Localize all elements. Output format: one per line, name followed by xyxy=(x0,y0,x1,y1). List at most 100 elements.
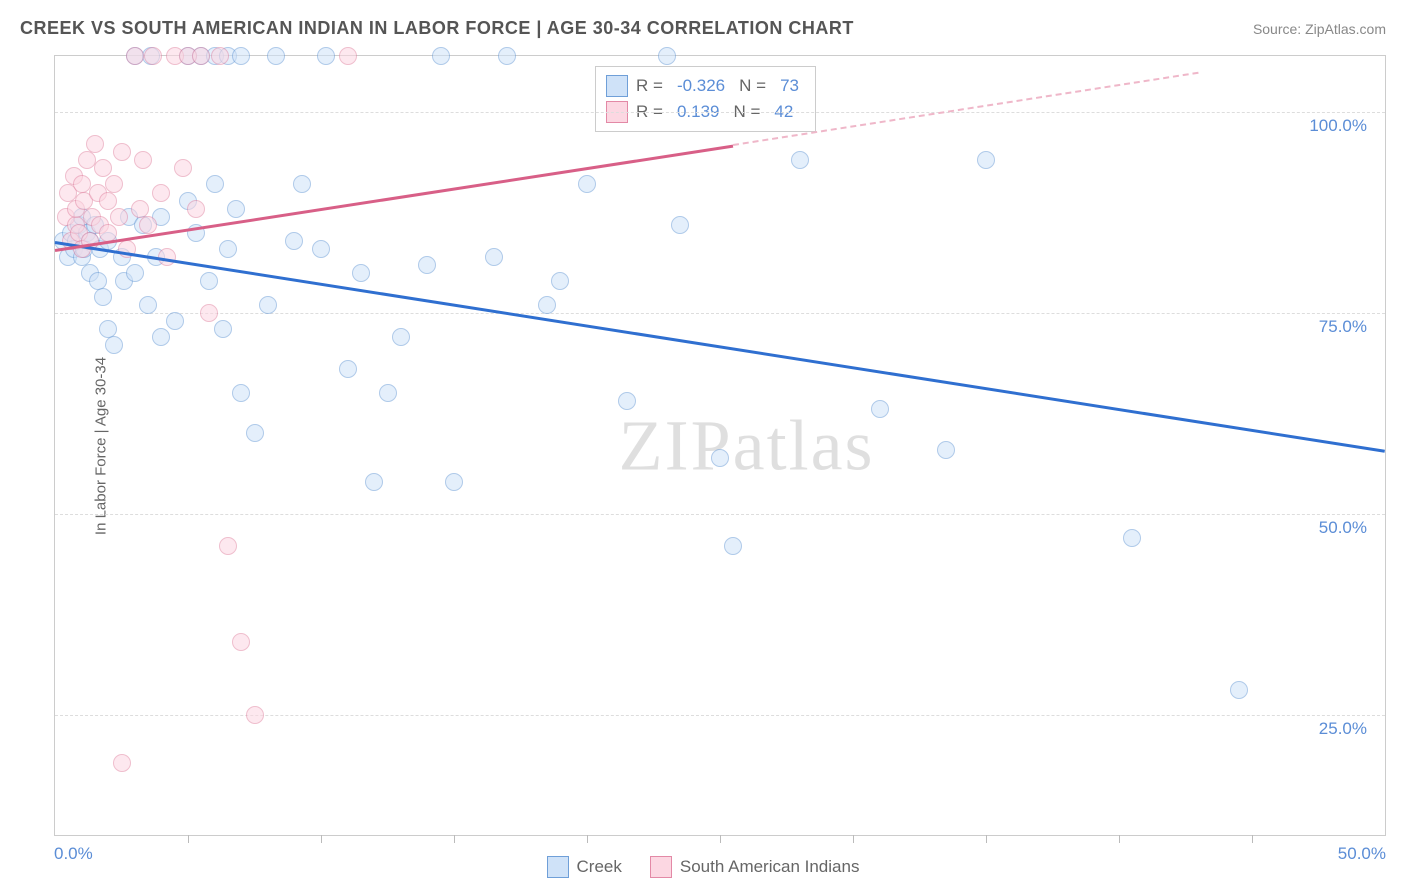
data-point xyxy=(246,706,264,724)
x-tick xyxy=(1252,835,1253,843)
x-tick xyxy=(853,835,854,843)
data-point xyxy=(219,537,237,555)
data-point xyxy=(937,441,955,459)
chart-area: ZIPatlas R =-0.326N =73R =0.139N =42 25.… xyxy=(54,55,1386,836)
trend-line xyxy=(55,241,1385,453)
data-point xyxy=(86,135,104,153)
x-tick xyxy=(1119,835,1120,843)
gridline xyxy=(55,112,1385,113)
data-point xyxy=(312,240,330,258)
legend-swatch xyxy=(606,75,628,97)
x-tick xyxy=(986,835,987,843)
data-point xyxy=(538,296,556,314)
data-point xyxy=(432,47,450,65)
y-tick-label: 25.0% xyxy=(1319,719,1367,739)
data-point xyxy=(94,288,112,306)
data-point xyxy=(113,754,131,772)
data-point xyxy=(187,200,205,218)
data-point xyxy=(232,633,250,651)
legend-swatch xyxy=(547,856,569,878)
data-point xyxy=(139,216,157,234)
data-point xyxy=(485,248,503,266)
legend-label: Creek xyxy=(577,857,622,877)
source-attribution: Source: ZipAtlas.com xyxy=(1253,21,1386,37)
gridline xyxy=(55,313,1385,314)
data-point xyxy=(134,151,152,169)
data-point xyxy=(724,537,742,555)
y-tick-label: 100.0% xyxy=(1309,116,1367,136)
data-point xyxy=(711,449,729,467)
data-point xyxy=(1230,681,1248,699)
data-point xyxy=(392,328,410,346)
legend-stats-box: R =-0.326N =73R =0.139N =42 xyxy=(595,66,816,132)
data-point xyxy=(365,473,383,491)
data-point xyxy=(152,184,170,202)
y-tick-label: 50.0% xyxy=(1319,518,1367,538)
data-point xyxy=(267,47,285,65)
data-point xyxy=(551,272,569,290)
data-point xyxy=(126,264,144,282)
x-tick xyxy=(454,835,455,843)
data-point xyxy=(791,151,809,169)
data-point xyxy=(445,473,463,491)
x-tick xyxy=(720,835,721,843)
chart-header: CREEK VS SOUTH AMERICAN INDIAN IN LABOR … xyxy=(20,18,1386,39)
data-point xyxy=(206,175,224,193)
data-point xyxy=(105,336,123,354)
data-point xyxy=(105,175,123,193)
data-point xyxy=(200,304,218,322)
n-value: 73 xyxy=(780,76,799,96)
data-point xyxy=(671,216,689,234)
data-point xyxy=(110,208,128,226)
data-point xyxy=(418,256,436,274)
legend-swatch xyxy=(650,856,672,878)
data-point xyxy=(339,47,357,65)
data-point xyxy=(219,240,237,258)
data-point xyxy=(200,272,218,290)
data-point xyxy=(658,47,676,65)
data-point xyxy=(174,159,192,177)
chart-title: CREEK VS SOUTH AMERICAN INDIAN IN LABOR … xyxy=(20,18,854,39)
plot-surface: ZIPatlas R =-0.326N =73R =0.139N =42 25.… xyxy=(55,56,1385,835)
data-point xyxy=(211,47,229,65)
watermark: ZIPatlas xyxy=(619,404,875,487)
data-point xyxy=(113,143,131,161)
data-point xyxy=(152,328,170,346)
data-point xyxy=(285,232,303,250)
data-point xyxy=(578,175,596,193)
data-point xyxy=(246,424,264,442)
data-point xyxy=(498,47,516,65)
data-point xyxy=(192,47,210,65)
data-point xyxy=(99,192,117,210)
legend-item: Creek xyxy=(547,856,622,878)
x-tick xyxy=(321,835,322,843)
data-point xyxy=(227,200,245,218)
legend-stats-row: R =-0.326N =73 xyxy=(606,73,805,99)
gridline xyxy=(55,514,1385,515)
data-point xyxy=(317,47,335,65)
data-point xyxy=(379,384,397,402)
data-point xyxy=(166,312,184,330)
data-point xyxy=(232,47,250,65)
data-point xyxy=(144,47,162,65)
data-point xyxy=(339,360,357,378)
data-point xyxy=(352,264,370,282)
data-point xyxy=(977,151,995,169)
data-point xyxy=(293,175,311,193)
data-point xyxy=(214,320,232,338)
data-point xyxy=(139,296,157,314)
r-value: -0.326 xyxy=(677,76,725,96)
bottom-legend: Creek South American Indians xyxy=(0,856,1406,878)
source-link[interactable]: ZipAtlas.com xyxy=(1305,21,1386,37)
data-point xyxy=(871,400,889,418)
data-point xyxy=(126,47,144,65)
y-tick-label: 75.0% xyxy=(1319,317,1367,337)
x-tick xyxy=(188,835,189,843)
legend-label: South American Indians xyxy=(680,857,860,877)
data-point xyxy=(94,159,112,177)
data-point xyxy=(259,296,277,314)
data-point xyxy=(618,392,636,410)
legend-item: South American Indians xyxy=(650,856,860,878)
data-point xyxy=(1123,529,1141,547)
data-point xyxy=(232,384,250,402)
